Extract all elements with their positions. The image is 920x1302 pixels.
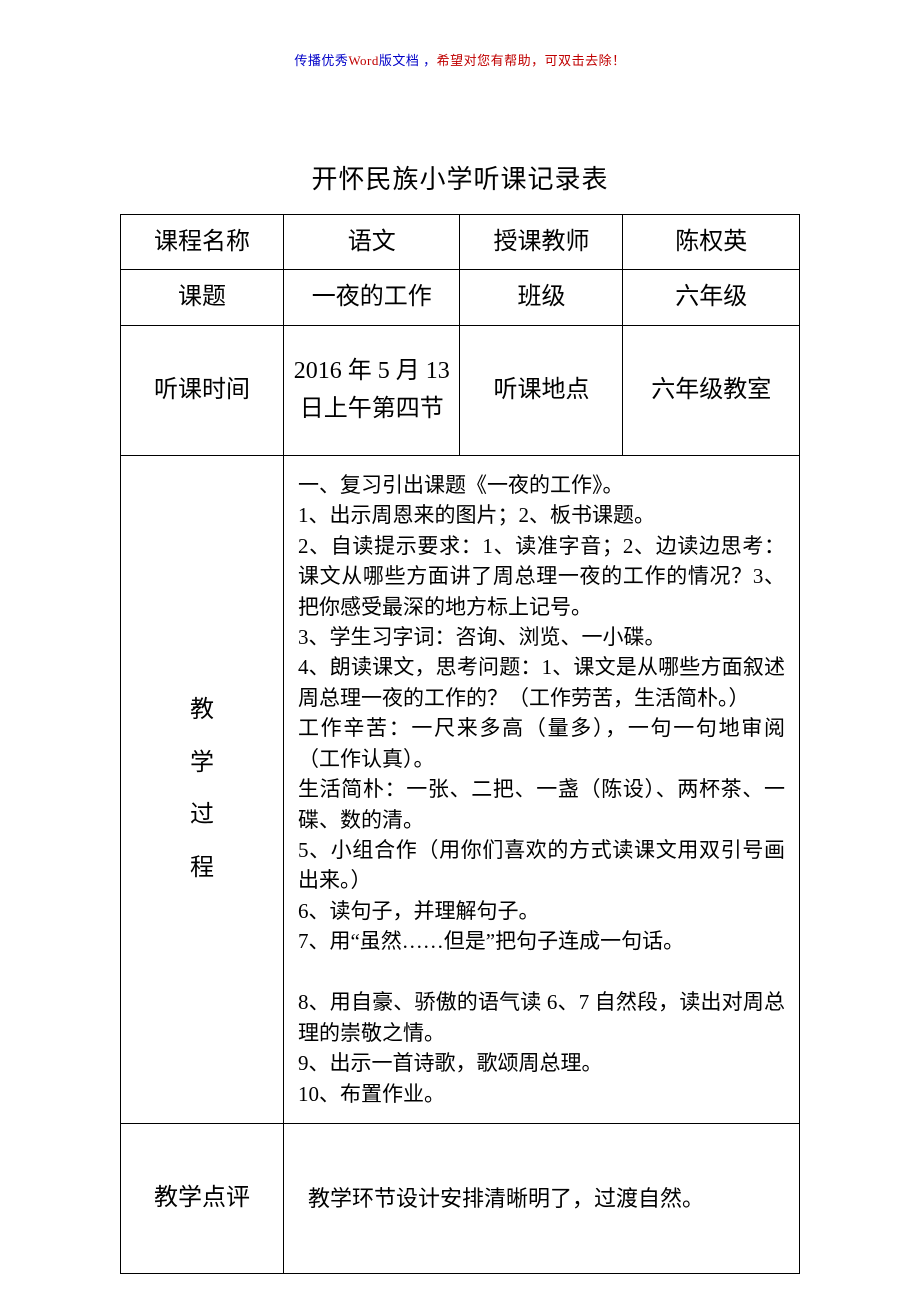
process-line: 10、布置作业。 [298, 1079, 785, 1109]
table-row-process: 教 学 过 程 一、复习引出课题《一夜的工作》。 1、出示周恩来的图片；2、板书… [121, 455, 800, 1123]
process-line [298, 957, 785, 987]
header-watermark: 传播优秀Word版文档 ，希望对您有帮助，可双击去除！ [120, 50, 800, 69]
table-row: 听课时间 2016 年 5 月 13 日上午第四节 听课地点 六年级教室 [121, 325, 800, 455]
process-line: 一、复习引出课题《一夜的工作》。 [298, 470, 785, 500]
label-char: 程 [127, 842, 277, 895]
label-teaching-process: 教 学 过 程 [121, 455, 284, 1123]
value-topic: 一夜的工作 [283, 270, 460, 325]
label-char: 教 [127, 684, 277, 737]
watermark-part3: 版文档 ， [379, 53, 437, 68]
value-class: 六年级 [623, 270, 800, 325]
process-line: 6、读句子，并理解句子。 [298, 896, 785, 926]
process-line: 8、用自豪、骄傲的语气读 6、7 自然段，读出对周总理的崇敬之情。 [298, 987, 785, 1048]
label-time: 听课时间 [121, 325, 284, 455]
value-location: 六年级教室 [623, 325, 800, 455]
document-title: 开怀民族小学听课记录表 [120, 159, 800, 196]
process-line: 工作辛苦：一尺来多高（量多），一句一句地审阅（工作认真）。 [298, 713, 785, 774]
watermark-part1: 传播优秀 [294, 53, 348, 68]
watermark-part4: 希望对您有帮助，可双击去除！ [437, 53, 626, 68]
process-line: 1、出示周恩来的图片；2、板书课题。 [298, 500, 785, 530]
value-teaching-process: 一、复习引出课题《一夜的工作》。 1、出示周恩来的图片；2、板书课题。 2、自读… [283, 455, 799, 1123]
value-course-name: 语文 [283, 215, 460, 270]
value-teacher: 陈权英 [623, 215, 800, 270]
process-line: 9、出示一首诗歌，歌颂周总理。 [298, 1048, 785, 1078]
process-line: 5、小组合作（用你们喜欢的方式读课文用双引号画出来。） [298, 835, 785, 896]
label-class: 班级 [460, 270, 623, 325]
label-location: 听课地点 [460, 325, 623, 455]
table-row-comment: 教学点评 教学环节设计安排清晰明了，过渡自然。 [121, 1123, 800, 1273]
record-table: 课程名称 语文 授课教师 陈权英 课题 一夜的工作 班级 六年级 听课时间 20… [120, 214, 800, 1274]
label-comment: 教学点评 [121, 1123, 284, 1273]
process-line: 4、朗读课文，思考问题：1、课文是从哪些方面叙述周总理一夜的工作的？（工作劳苦，… [298, 652, 785, 713]
label-char: 过 [127, 789, 277, 842]
table-row: 课题 一夜的工作 班级 六年级 [121, 270, 800, 325]
value-comment: 教学环节设计安排清晰明了，过渡自然。 [283, 1123, 799, 1273]
process-line: 7、用“虽然……但是”把句子连成一句话。 [298, 926, 785, 956]
watermark-part2: Word [348, 53, 379, 68]
process-line: 生活简朴：一张、二把、一盏（陈设）、两杯茶、一碟、数的清。 [298, 774, 785, 835]
label-topic: 课题 [121, 270, 284, 325]
table-row: 课程名称 语文 授课教师 陈权英 [121, 215, 800, 270]
process-line: 2、自读提示要求：1、读准字音；2、边读边思考：课文从哪些方面讲了周总理一夜的工… [298, 531, 785, 622]
label-teacher: 授课教师 [460, 215, 623, 270]
label-course-name: 课程名称 [121, 215, 284, 270]
process-line: 3、学生习字词：咨询、浏览、一小碟。 [298, 622, 785, 652]
value-time: 2016 年 5 月 13 日上午第四节 [283, 325, 460, 455]
label-char: 学 [127, 737, 277, 790]
